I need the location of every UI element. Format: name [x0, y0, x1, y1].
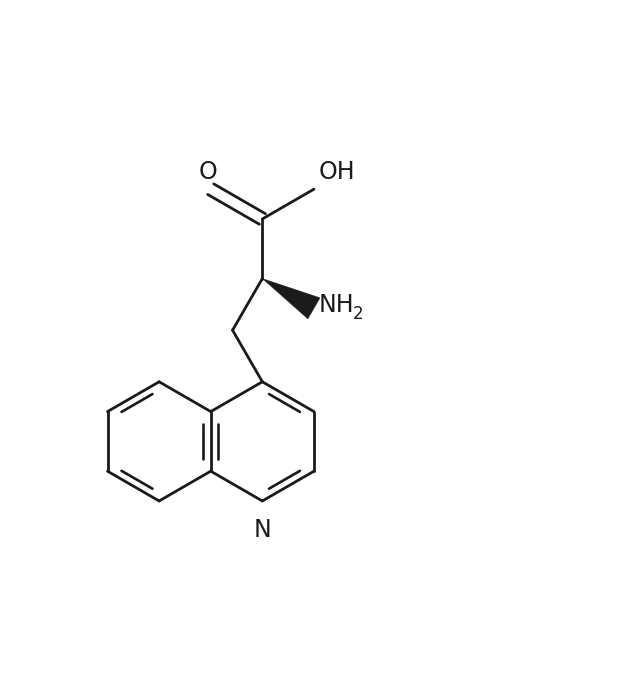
- Text: NH: NH: [319, 293, 355, 317]
- Polygon shape: [262, 279, 320, 319]
- Text: N: N: [254, 518, 271, 542]
- Text: 2: 2: [352, 306, 363, 323]
- Text: OH: OH: [319, 160, 355, 185]
- Text: O: O: [198, 160, 217, 185]
